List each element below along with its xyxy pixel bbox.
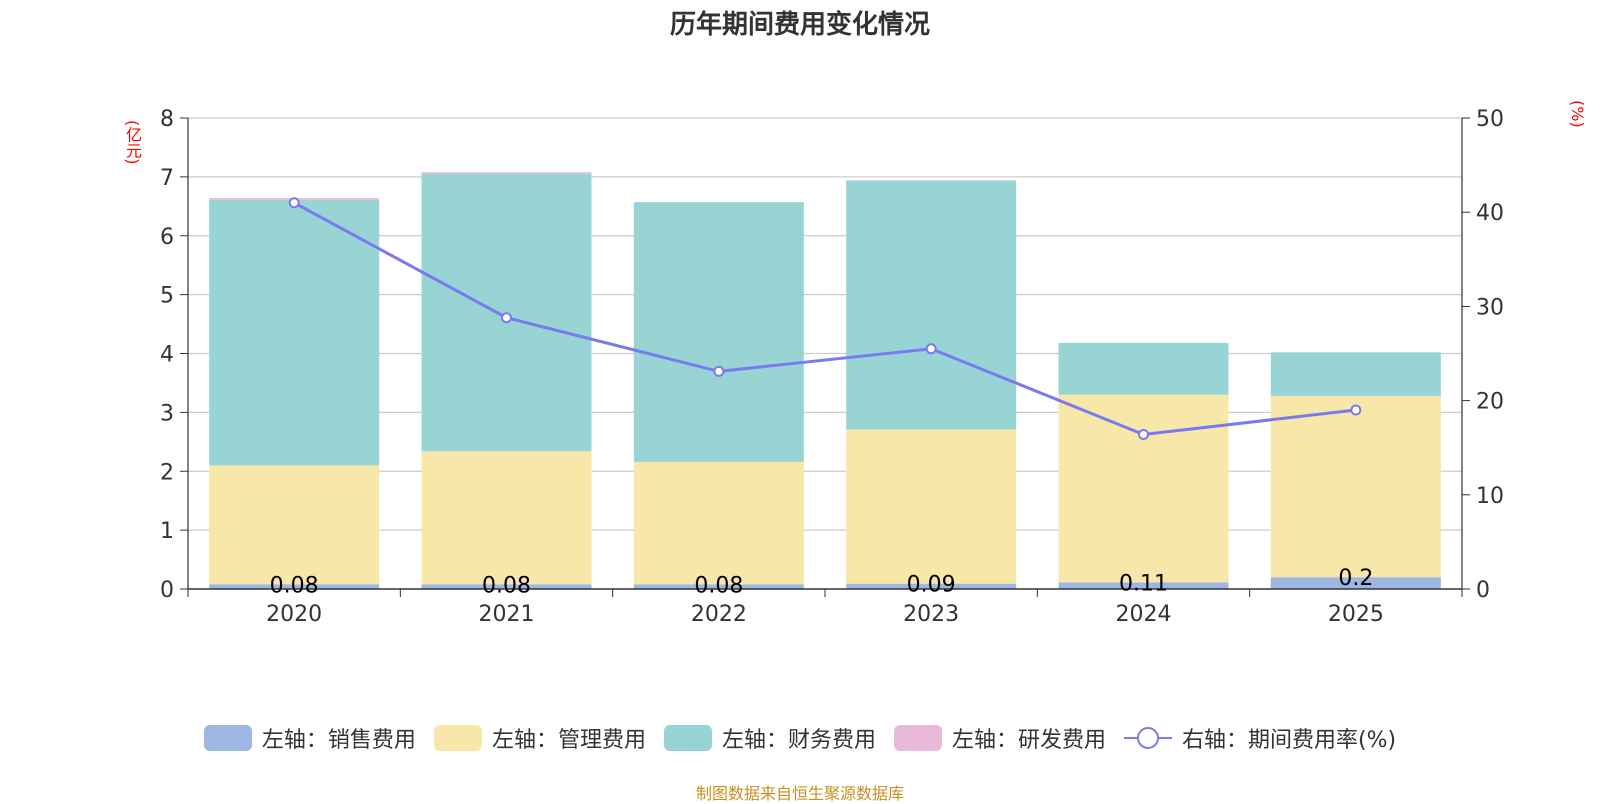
x-tick-label: 2023	[903, 602, 959, 627]
x-tick-label: 2020	[266, 602, 322, 627]
legend-label-rnd: 左轴：研发费用	[951, 728, 1106, 753]
legend-swatch-rnd	[893, 725, 942, 751]
legend-item-rate[interactable]: 右轴：期间费用率(%)	[1123, 722, 1397, 754]
bar-value-label: 0.08	[270, 573, 319, 598]
bar-value-label: 0.09	[907, 573, 956, 598]
chart-title: 历年期间费用变化情况	[669, 10, 930, 40]
left-tick-label: 3	[160, 401, 174, 426]
bar-segment-2	[1270, 395, 1441, 578]
x-tick-label: 2025	[1328, 602, 1384, 627]
bar-segment-2	[209, 465, 380, 585]
right-tick-label: 10	[1476, 484, 1504, 509]
legend-swatch-rate	[1123, 727, 1172, 749]
bar-segment-3	[209, 199, 380, 466]
bar-segment-1	[1270, 577, 1441, 589]
right-axis-unit: (%)	[1568, 100, 1587, 128]
bar-segment-2	[421, 451, 592, 585]
bar-segment-3	[1270, 352, 1441, 396]
legend-swatch-admin	[433, 725, 482, 751]
rate-point	[1350, 404, 1362, 416]
legend-item-finance[interactable]: 左轴：财务费用	[663, 722, 876, 754]
x-tick-label: 2021	[479, 602, 535, 627]
bar-segment-1	[846, 583, 1017, 589]
legend-swatch-finance	[663, 725, 712, 751]
left-tick-label: 4	[160, 343, 174, 368]
legend: 左轴：销售费用 左轴：管理费用 左轴：财务费用 左轴：研发费用 右轴：期间费用率…	[0, 722, 1600, 754]
bar-segment-1	[421, 584, 592, 589]
left-tick-label: 1	[160, 519, 174, 544]
bar-value-label: 0.08	[694, 573, 743, 598]
data-source-footer: 制图数据来自恒生聚源数据库	[695, 784, 904, 803]
bar-segment-3	[846, 180, 1017, 430]
legend-item-rnd[interactable]: 左轴：研发费用	[893, 722, 1106, 754]
rate-point	[288, 197, 300, 209]
left-tick-label: 6	[160, 225, 174, 250]
chart-canvas: 0 1 2 3 4 5 6 7 8 0 10 20 30 40 50 2020 2021 2022 2023 2024…	[160, 107, 1504, 627]
bar-segment-1	[209, 584, 380, 589]
rate-point	[501, 312, 512, 324]
left-tick-label: 7	[160, 166, 174, 191]
bar-segment-4	[421, 172, 592, 174]
right-tick-label: 50	[1476, 107, 1504, 132]
legend-label-finance: 左轴：财务费用	[721, 728, 876, 753]
left-tick-label: 8	[160, 107, 174, 132]
legend-item-sales[interactable]: 左轴：销售费用	[203, 722, 416, 754]
left-axis-unit: (亿元)	[123, 120, 142, 165]
x-tick-label: 2024	[1116, 602, 1172, 627]
left-tick-label: 5	[160, 284, 174, 309]
legend-swatch-sales	[203, 725, 252, 751]
x-tick-label: 2022	[691, 602, 747, 627]
bar-segment-2	[1058, 394, 1229, 583]
left-tick-label: 0	[160, 578, 174, 603]
bar-segment-3	[1058, 342, 1229, 395]
bar-segment-3	[633, 202, 804, 462]
bar-segment-1	[1058, 582, 1229, 589]
bar-value-label: 0.11	[1119, 572, 1168, 597]
right-tick-label: 40	[1476, 201, 1504, 226]
rate-point	[925, 343, 937, 355]
right-tick-label: 0	[1476, 578, 1490, 603]
bar-segment-2	[633, 461, 804, 585]
legend-item-admin[interactable]: 左轴：管理费用	[433, 722, 646, 754]
left-tick-label: 2	[160, 460, 174, 485]
bar-value-label: 0.2	[1338, 566, 1373, 591]
right-tick-label: 20	[1476, 390, 1504, 415]
bar-value-label: 0.08	[482, 573, 531, 598]
bar-segment-1	[633, 584, 804, 589]
legend-label-sales: 左轴：销售费用	[261, 728, 416, 753]
right-tick-label: 30	[1476, 295, 1504, 320]
rate-point	[1138, 429, 1149, 441]
rate-point	[713, 365, 725, 377]
legend-label-rate: 右轴：期间费用率(%)	[1181, 728, 1397, 753]
legend-label-admin: 左轴：管理费用	[491, 728, 646, 753]
bar-segment-2	[846, 429, 1017, 584]
rate-line	[293, 201, 1357, 437]
